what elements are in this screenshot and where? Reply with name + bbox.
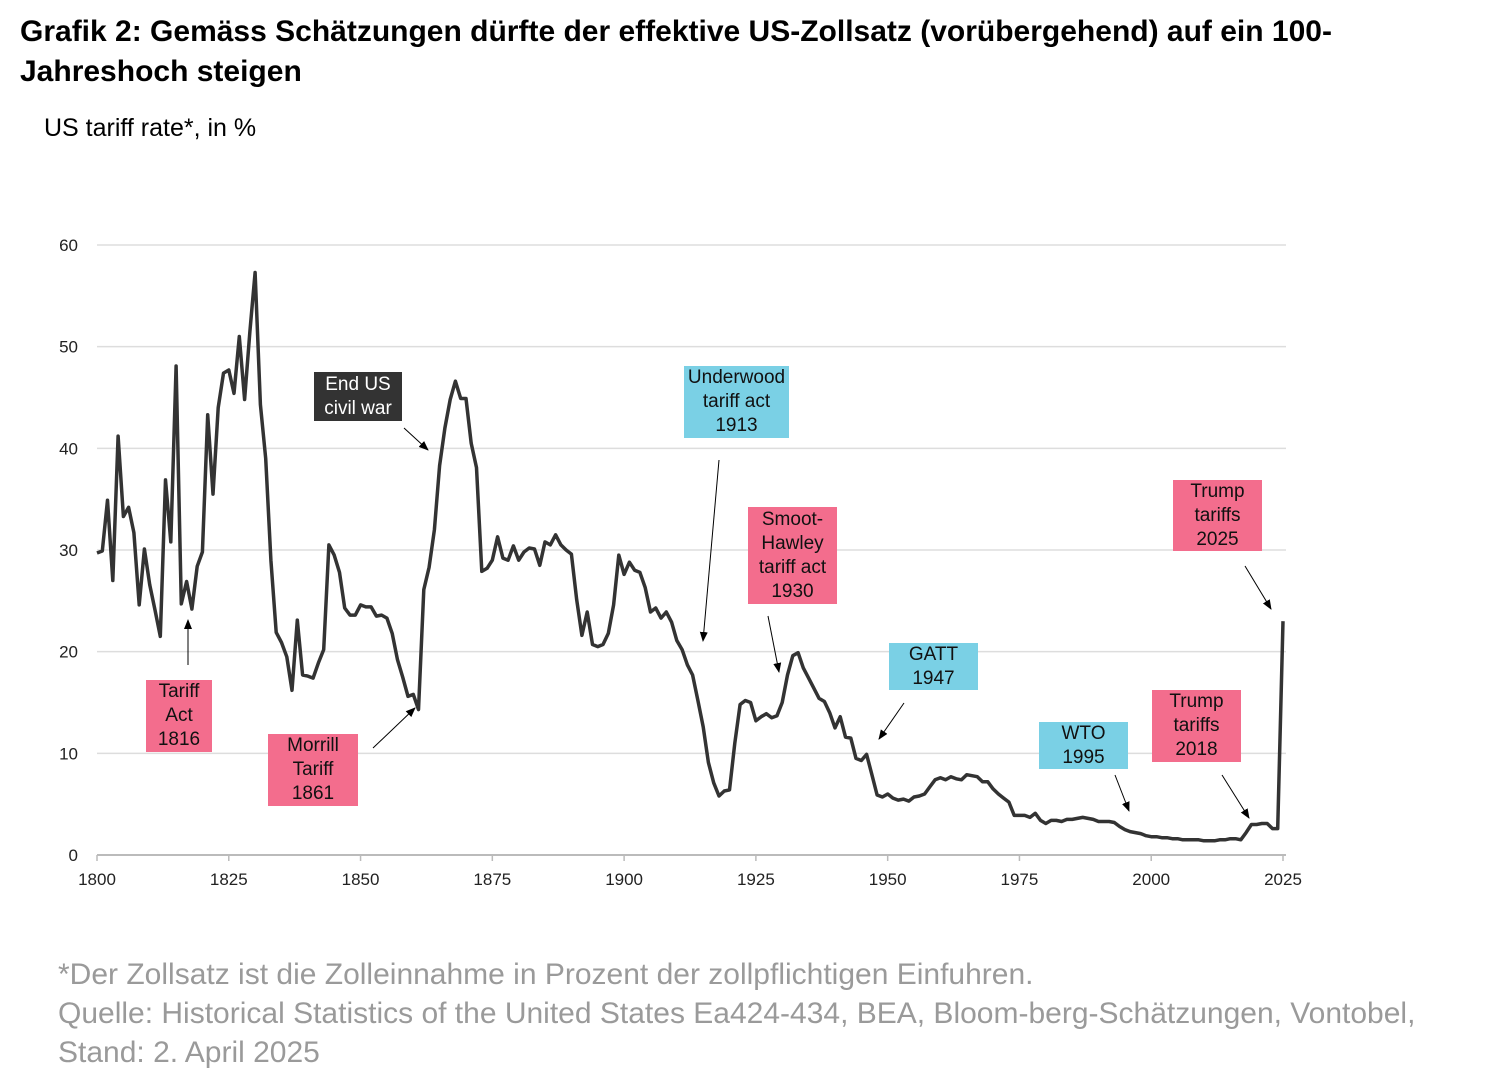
annotation-text: civil war	[324, 397, 392, 419]
annotation-arrow	[767, 615, 782, 673]
y-tick-label: 20	[59, 643, 78, 662]
x-tick-label: 2025	[1264, 870, 1302, 889]
x-tick-label: 2000	[1132, 870, 1170, 889]
y-tick-label: 0	[69, 846, 78, 865]
x-tick-label: 1950	[869, 870, 907, 889]
annotation-text: 1947	[912, 667, 955, 689]
annotation-text: tariffs	[1194, 504, 1241, 526]
annotation-text: 1913	[715, 415, 758, 436]
annotation-text: Tariff	[158, 681, 200, 702]
y-tick-label: 30	[59, 541, 78, 560]
annotation-text: tariffs	[1173, 715, 1220, 736]
annotation-arrow	[403, 427, 429, 451]
footnote: *Der Zollsatz ist die Zolleinnahme in Pr…	[58, 955, 1478, 1072]
footnote-definition: *Der Zollsatz ist die Zolleinnahme in Pr…	[58, 958, 1034, 991]
annotation-text: Tariff	[292, 759, 334, 780]
annotation-trump-tariffs-2025: Trump tariffs 2025	[1173, 480, 1262, 551]
annotation-text: tariff act	[702, 391, 771, 412]
annotation-trump-tariffs-2018: Trump tariffs 2018	[1152, 690, 1241, 762]
annotation-arrow	[878, 702, 905, 740]
annotation-text: Morrill	[287, 735, 339, 756]
annotation-gatt-1947: GATT 1947	[889, 643, 978, 690]
y-axis-label: US tariff rate*, in %	[44, 114, 257, 142]
annotation-arrow	[1221, 774, 1250, 819]
x-tick-label: 1900	[605, 870, 643, 889]
annotation-text: Smoot-	[761, 508, 824, 530]
annotation-text: 1930	[771, 580, 814, 602]
annotation-text: 2018	[1175, 739, 1218, 760]
x-tick-label: 1850	[342, 870, 380, 889]
x-tick-label: 1975	[1001, 870, 1039, 889]
annotation-text: End US	[325, 373, 391, 395]
annotation-smoot-hawley-tariff-act-1930: Smoot- Hawley tariff act 1930	[748, 507, 837, 604]
x-tick-label: 1875	[473, 870, 511, 889]
annotation-text: 2025	[1196, 528, 1239, 550]
y-tick-label: 10	[59, 744, 78, 763]
annotation-text: Act	[165, 705, 193, 726]
annotation-arrow	[1114, 774, 1130, 812]
x-tick-label: 1825	[210, 870, 248, 889]
x-tick-label: 1800	[78, 870, 116, 889]
annotation-morrill-tariff-1861: Morrill Tariff 1861	[268, 734, 358, 806]
annotation-arrow	[372, 707, 416, 749]
annotation-tariff-act-1816: Tariff Act 1816	[146, 680, 212, 752]
annotation-text: 1995	[1062, 746, 1105, 768]
annotation-wto-1995: WTO 1995	[1039, 722, 1128, 769]
y-tick-label: 60	[59, 236, 78, 255]
chart-title: Grafik 2: Gemäss Schätzungen dürfte der …	[20, 15, 1332, 88]
annotation-text: Hawley	[761, 532, 824, 554]
annotation-text: 1861	[291, 783, 335, 804]
annotation-arrow	[699, 459, 720, 642]
annotation-arrow	[1244, 565, 1272, 610]
annotation-text: tariff act	[758, 556, 827, 578]
y-tick-label: 50	[59, 338, 78, 357]
annotation-text: Trump	[1190, 480, 1245, 502]
annotation-text: GATT	[908, 643, 959, 665]
annotation-text: WTO	[1061, 722, 1106, 744]
annotation-text: Trump	[1169, 691, 1224, 712]
footnote-source: Quelle: Historical Statistics of the Uni…	[58, 997, 1416, 1069]
annotation-text: Underwood	[687, 367, 786, 388]
tariff-rate-line	[96, 270, 1285, 843]
annotation-underwood-tariff-act-1913: Underwood tariff act 1913	[684, 366, 789, 438]
x-tick-label: 1925	[737, 870, 775, 889]
annotation-end-us-civil-war: End US civil war	[314, 372, 402, 421]
annotation-text: 1816	[157, 729, 201, 750]
y-tick-label: 40	[59, 439, 78, 458]
